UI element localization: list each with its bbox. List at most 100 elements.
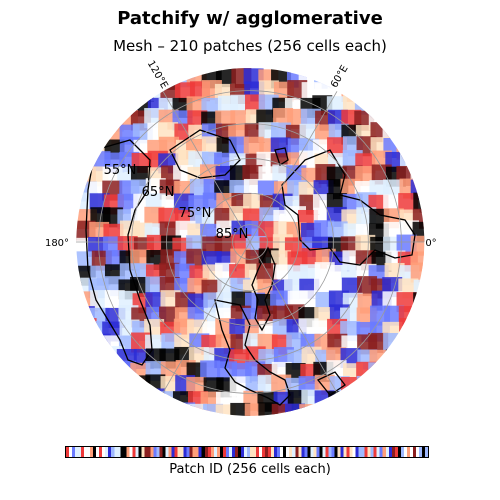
patch-cell <box>76 346 96 367</box>
patch-cell <box>76 360 97 381</box>
patch-cell <box>368 362 389 383</box>
patch-cell <box>77 96 98 117</box>
patch-cell <box>412 403 425 416</box>
patch-cell <box>396 391 417 412</box>
patch-cell <box>384 108 405 129</box>
patch-cell <box>102 403 123 416</box>
patch-cell <box>384 360 405 381</box>
patch-cell <box>354 391 375 412</box>
patch-cell <box>397 403 418 416</box>
patch-cell <box>369 97 390 118</box>
patch-cell <box>119 377 140 398</box>
patch-cell <box>228 136 249 157</box>
patch-cell <box>118 68 139 89</box>
patch-cell <box>314 402 335 416</box>
patch-cell <box>370 376 391 397</box>
patch-cell <box>413 304 425 325</box>
patch-cell <box>102 97 123 118</box>
patch-cell <box>89 374 110 395</box>
patch-cell <box>340 377 361 398</box>
patch-cell <box>76 82 96 103</box>
patch-cell <box>383 95 404 116</box>
latitude-label: 65°N <box>142 185 175 200</box>
longitude-label-120e: 120°E <box>145 59 170 91</box>
patch-cell <box>398 109 419 130</box>
patch-cell <box>133 81 154 102</box>
patch-cell <box>158 405 179 416</box>
patch-cell <box>413 388 425 409</box>
patch-cell <box>398 81 419 102</box>
patch-cell <box>256 263 277 284</box>
patch-cell <box>119 81 140 102</box>
chart-title: Patchify w/ agglomerative <box>117 8 383 29</box>
patch-cell <box>76 388 96 409</box>
patch-cell <box>399 374 420 395</box>
patch-cell <box>214 235 235 256</box>
patch-cell <box>410 334 425 355</box>
patch-cell <box>411 320 425 341</box>
patch-cell <box>413 192 425 213</box>
patch-cell <box>399 96 420 117</box>
patch-cell <box>412 349 425 370</box>
patch-cell <box>342 405 363 416</box>
patch-cell <box>130 67 151 87</box>
patch-cell <box>357 402 378 416</box>
chart-subtitle: Mesh – 210 patches (256 cells each) <box>113 37 387 55</box>
patch-cell <box>383 179 404 200</box>
patch-cell <box>90 69 111 90</box>
longitude-line <box>162 241 251 393</box>
patch-cell <box>411 95 425 116</box>
patch-cell <box>90 349 111 370</box>
patch-cell <box>396 348 417 369</box>
patch-cell <box>397 362 418 383</box>
patch-cell <box>91 391 112 412</box>
patch-cell <box>130 402 151 416</box>
latitude-label: 85°N <box>216 227 249 242</box>
patch-cell <box>369 349 390 370</box>
patch-cell <box>90 360 111 381</box>
patch-cell <box>200 360 221 381</box>
patch-cell <box>145 404 166 416</box>
longitude-label-0: 0° <box>425 238 436 249</box>
patch-cell <box>88 94 109 115</box>
patch-cell <box>243 136 264 157</box>
patch-cell <box>76 111 97 132</box>
patch-cell <box>384 390 405 411</box>
patch-cell <box>384 68 405 89</box>
patch-cell <box>383 402 404 416</box>
longitude-label-60e: 60°E <box>329 64 351 90</box>
patch-cell <box>104 82 125 103</box>
patch-cell <box>76 69 95 90</box>
patch-cell <box>77 374 98 395</box>
longitude-line <box>249 91 338 243</box>
patch-cell <box>410 361 425 382</box>
patch-cell <box>103 362 124 383</box>
patch-cell <box>411 111 425 132</box>
patch-cell <box>133 388 154 409</box>
patch-cell <box>215 404 236 416</box>
patch-cell <box>77 138 98 159</box>
patch-id-colorbar <box>65 446 429 458</box>
patch-cell <box>413 152 425 173</box>
patch-cell <box>413 279 425 300</box>
patch-cell <box>118 402 139 416</box>
patch-cell <box>343 391 364 412</box>
latitude-label: 75°N <box>179 206 212 221</box>
patch-cell <box>370 82 391 103</box>
patch-cell <box>76 122 95 143</box>
patch-cell <box>371 69 392 90</box>
patch-cell <box>88 124 109 145</box>
patch-cell <box>91 110 112 131</box>
patch-cell <box>89 404 110 416</box>
latitude-label: 55°N <box>104 163 137 178</box>
patch-cell <box>370 388 391 409</box>
patch-cell <box>399 67 420 87</box>
graticule <box>76 90 424 394</box>
patch-cell <box>412 83 425 104</box>
patch-cell <box>76 318 97 339</box>
colorbar-label: Patch ID (256 cells each) <box>169 462 331 477</box>
longitude-line <box>249 241 338 393</box>
patch-cell <box>398 334 419 355</box>
polar-map: 55°N 65°N 75°N 85°N 180° 0° 120°E 60°E <box>45 59 437 416</box>
patch-cell <box>90 80 111 101</box>
